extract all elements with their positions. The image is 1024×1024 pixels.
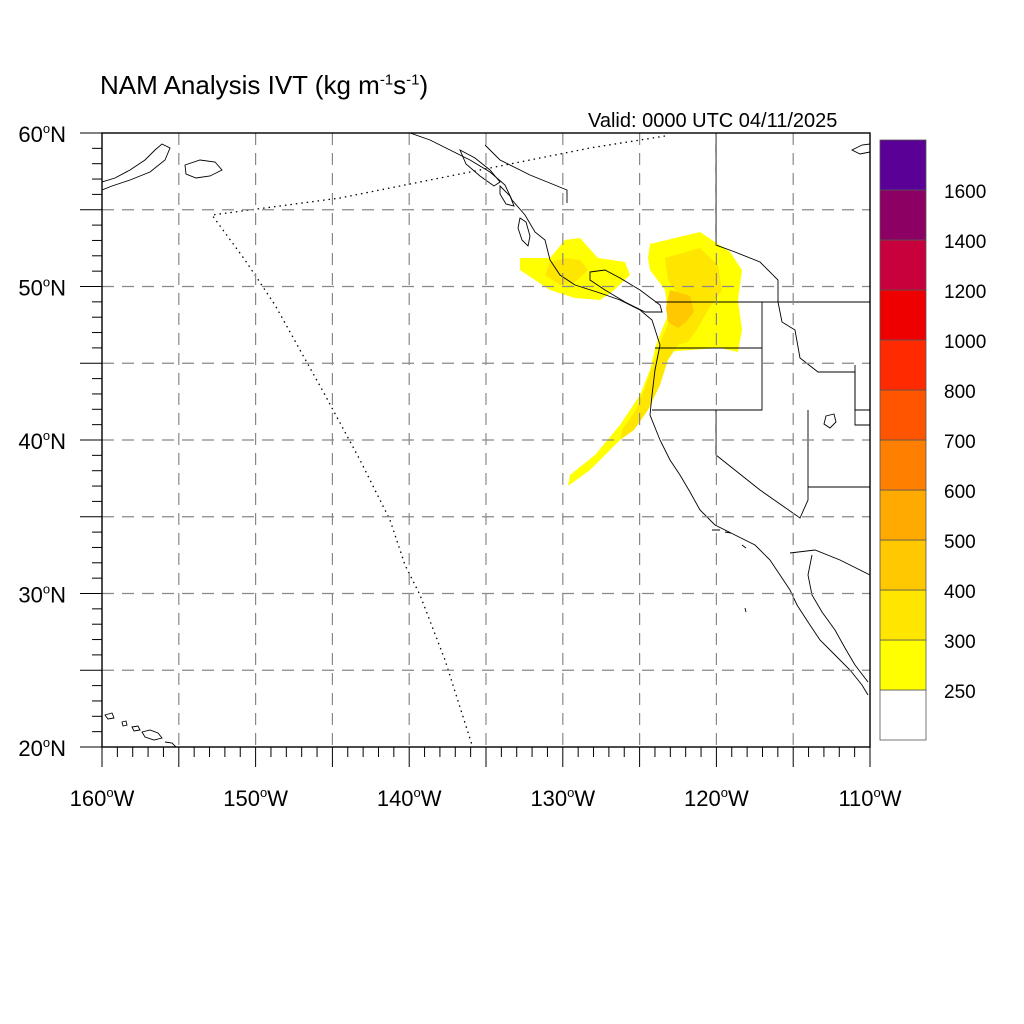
lat-tick-label: 40oN	[18, 428, 66, 454]
longitude-labels: 160oW 150oW 140oW 130oW 120oW 110oW	[70, 785, 902, 811]
hemisphere: N	[50, 122, 66, 147]
degree-symbol: o	[874, 785, 881, 800]
degree-symbol: o	[43, 121, 50, 136]
hemisphere: N	[50, 736, 66, 761]
hemisphere: W	[114, 786, 135, 811]
degree-symbol: o	[106, 785, 113, 800]
lon-tick-label: 120oW	[684, 785, 749, 811]
colorbar-level-label: 300	[944, 632, 976, 653]
ivt-colorbar: 250 300 400 500 600 700 800 1000 1200 1400 1600	[879, 139, 986, 741]
eez-boundary	[210, 135, 666, 746]
ivt-plume	[520, 232, 742, 486]
hawaii-islands	[104, 712, 177, 747]
lon-tick-label: 140oW	[377, 785, 442, 811]
map-title: NAM Analysis IVT (kg m-1s-1)	[100, 70, 429, 100]
ivt-region-300	[620, 248, 722, 440]
graticule	[102, 133, 870, 747]
channel-islands	[712, 529, 747, 613]
degree-symbol: o	[721, 785, 728, 800]
hemisphere: W	[421, 786, 442, 811]
colorbar-swatch	[879, 389, 927, 441]
vancouver-island	[589, 269, 663, 313]
hemisphere: W	[267, 786, 288, 811]
arizona-border	[808, 365, 870, 488]
colorbar-swatch	[879, 139, 927, 191]
colorbar-level-label: 1400	[944, 232, 986, 253]
alaska-island-cluster	[184, 159, 223, 179]
colorbar-level-label: 1200	[944, 282, 986, 303]
lat-tick-label: 30oN	[18, 582, 66, 608]
idaho-montana-border	[777, 301, 870, 411]
colorbar-level-label: 800	[944, 382, 976, 403]
lon-tick-label: 160oW	[70, 785, 135, 811]
colorbar-level-label: 400	[944, 582, 976, 603]
lat-tick-label: 50oN	[18, 275, 66, 301]
colorbar-swatch	[879, 439, 927, 491]
colorbar-swatch	[879, 189, 927, 241]
colorbar-level-label: 700	[944, 432, 976, 453]
hemisphere: N	[50, 583, 66, 608]
eez-boundary-line	[210, 135, 666, 746]
degree-symbol: o	[414, 785, 421, 800]
hemisphere: W	[728, 786, 749, 811]
colorbar-swatch	[879, 639, 927, 691]
baja-california-coastline	[807, 554, 869, 683]
ivt-region-400	[666, 290, 694, 328]
degree-symbol: o	[43, 275, 50, 290]
axis-ticks	[80, 132, 871, 767]
lon-tick-label: 130oW	[530, 785, 595, 811]
degree-symbol: o	[43, 428, 50, 443]
colorbar-level-label: 600	[944, 482, 976, 503]
nevada-border	[715, 410, 809, 519]
lon-tick-label: 110oW	[838, 785, 901, 811]
alaska-bc-border	[484, 144, 568, 203]
colorbar-level-label: 500	[944, 532, 976, 553]
yukon-coast	[850, 143, 870, 155]
colorbar-swatch	[879, 539, 927, 591]
alaska-kodiak-coast	[102, 143, 171, 191]
valid-time: Valid: 0000 UTC 04/11/2025	[588, 110, 838, 132]
ivt-region-300	[545, 258, 588, 285]
hemisphere: N	[50, 429, 66, 454]
bc-alberta-border	[715, 133, 779, 302]
hemisphere: N	[50, 276, 66, 301]
us-mexico-border	[789, 549, 870, 576]
degree-symbol: o	[43, 735, 50, 750]
degree-symbol: o	[43, 582, 50, 597]
lat-tick-label: 60oN	[18, 121, 66, 147]
colorbar-swatch	[879, 589, 927, 641]
great-salt-lake	[823, 413, 837, 429]
haida-gwaii-island	[517, 217, 531, 247]
oregon-california-border	[652, 302, 763, 411]
colorbar-swatch	[879, 489, 927, 541]
degree-symbol: o	[567, 785, 574, 800]
colorbar-swatch	[879, 239, 927, 291]
lon-tick-label: 150oW	[223, 785, 288, 811]
colorbar-swatch	[879, 289, 927, 341]
alaska-panhandle-islands	[459, 149, 515, 207]
north-america-coastline	[409, 133, 869, 696]
coastlines	[102, 133, 870, 747]
lat-tick-label: 20oN	[18, 735, 66, 761]
hemisphere: W	[881, 786, 902, 811]
hemisphere: W	[574, 786, 595, 811]
colorbar-swatch	[879, 339, 927, 391]
colorbar-level-label: 250	[944, 682, 976, 703]
degree-symbol: o	[260, 785, 267, 800]
colorbar-swatch	[879, 689, 927, 741]
colorbar-level-label: 1600	[944, 182, 986, 203]
colorbar-level-label: 1000	[944, 332, 986, 353]
latitude-labels: 20oN 30oN 40oN 50oN 60oN	[18, 121, 66, 761]
